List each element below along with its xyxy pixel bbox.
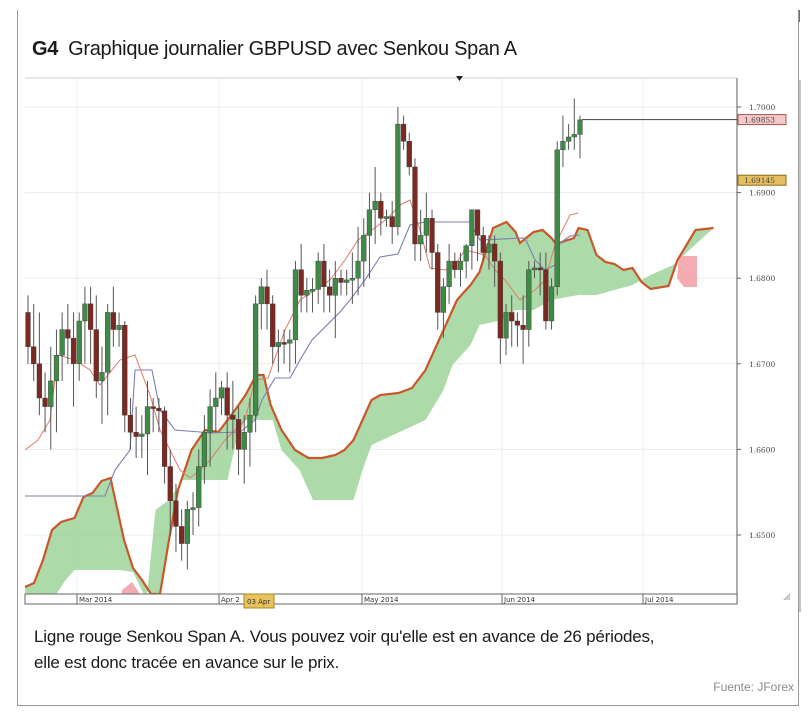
time-axis-labels: Mar 2014 Apr 2 May 2014 Jun 2014 Jul 2014 03 …	[76, 593, 674, 609]
source-credit: Fuente: JForex	[713, 680, 794, 694]
resize-grip-icon[interactable]	[783, 593, 790, 600]
svg-text:May 2014: May 2014	[364, 596, 399, 604]
svg-text:1.6500: 1.6500	[749, 531, 775, 540]
svg-text:1.69145: 1.69145	[744, 176, 775, 185]
candles	[25, 98, 583, 570]
cursor-marker-icon	[456, 76, 463, 81]
time-axis	[24, 593, 738, 605]
price-axis: 1.7000 1.6900 1.6800 1.6700 1.6600 1.6500 1.69…	[582, 103, 787, 540]
ichimoku-cloud	[25, 222, 714, 600]
svg-text:Mar 2014: Mar 2014	[79, 596, 113, 604]
svg-text:03 Apr: 03 Apr	[247, 598, 270, 606]
svg-text:Jul 2014: Jul 2014	[644, 596, 674, 604]
svg-text:1.6800: 1.6800	[749, 274, 775, 283]
svg-text:1.69853: 1.69853	[744, 116, 775, 125]
svg-text:Jun 2014: Jun 2014	[503, 596, 536, 604]
figure-title-text: Graphique journalier GBPUSD avec Senkou …	[68, 38, 517, 60]
svg-text:1.6600: 1.6600	[749, 445, 775, 454]
figure-code: G4	[32, 38, 59, 60]
svg-text:Apr 2: Apr 2	[221, 596, 240, 604]
svg-text:1.6900: 1.6900	[749, 189, 775, 198]
svg-text:1.6700: 1.6700	[749, 360, 775, 369]
plot-area	[25, 78, 737, 594]
caption-line-2: elle est donc tracée en avance sur le pr…	[34, 653, 340, 672]
figure-caption: Ligne rouge Senkou Span A. Vous pouvez v…	[34, 624, 794, 676]
figure-title: G4 Graphique journalier GBPUSD avec Senko…	[32, 38, 517, 61]
caption-line-1: Ligne rouge Senkou Span A. Vous pouvez v…	[34, 627, 655, 646]
svg-text:1.7000: 1.7000	[749, 103, 775, 112]
